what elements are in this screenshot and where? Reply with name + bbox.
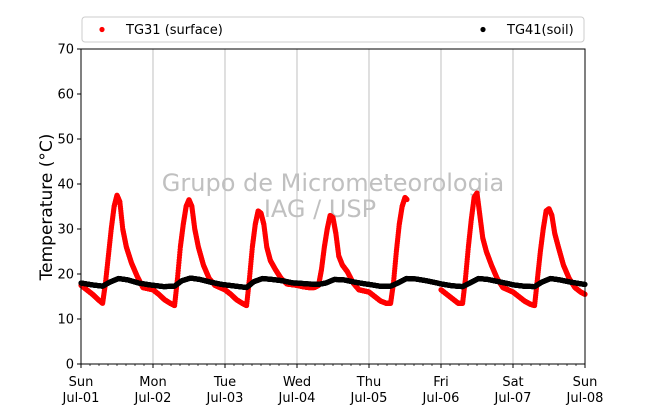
x-tick-date-7: Jul-08 xyxy=(566,391,604,406)
watermark: Grupo de Micrometeorologia IAG / USP xyxy=(162,169,504,223)
y-tick-label-6: 60 xyxy=(57,88,74,103)
series-layer xyxy=(78,190,588,309)
legend: TG31 (surface) TG41(soil) xyxy=(81,16,585,43)
y-tick-label-3: 30 xyxy=(57,223,74,238)
x-tick-day-4: Thu xyxy=(356,375,381,390)
x-tick-date-3: Jul-04 xyxy=(278,391,316,406)
y-tick-label-2: 20 xyxy=(57,268,74,283)
x-tick-date-0: Jul-01 xyxy=(62,391,100,406)
x-tick-day-0: Sun xyxy=(69,375,94,390)
x-tick-day-7: Sun xyxy=(573,375,598,390)
y-tick-label-5: 50 xyxy=(57,133,74,148)
legend-label-tg31: TG31 (surface) xyxy=(125,23,223,38)
legend-label-tg41: TG41(soil) xyxy=(506,23,574,38)
x-tick-date-1: Jul-02 xyxy=(134,391,172,406)
x-tick-day-5: Fri xyxy=(433,375,449,390)
y-tick-label-7: 70 xyxy=(57,43,74,58)
y-tick-label-4: 40 xyxy=(57,178,74,193)
x-tick-day-3: Wed xyxy=(283,375,311,390)
watermark-line-1: Grupo de Micrometeorologia xyxy=(162,169,504,197)
x-tick-date-4: Jul-05 xyxy=(350,391,388,406)
grid-lines xyxy=(152,49,514,364)
x-tick-date-5: Jul-06 xyxy=(422,391,460,406)
x-tick-day-6: Sat xyxy=(502,375,523,390)
series-1 xyxy=(78,275,588,291)
y-tick-label-1: 10 xyxy=(57,313,74,328)
x-tick-date-6: Jul-07 xyxy=(494,391,532,406)
y-axis: 0 10 20 30 40 50 60 70 xyxy=(57,43,81,373)
watermark-line-2: IAG / USP xyxy=(264,195,376,223)
data-point xyxy=(404,196,410,203)
legend-marker-tg31 xyxy=(99,26,105,33)
legend-box xyxy=(81,16,585,43)
y-axis-label: Temperature (°C) xyxy=(37,134,57,282)
y-tick-label-0: 0 xyxy=(66,358,74,373)
x-tick-day-2: Tue xyxy=(213,375,236,390)
x-tick-day-1: Mon xyxy=(139,375,166,390)
x-axis: SunJul-01MonJul-02TueJul-03WedJul-04ThuJ… xyxy=(62,364,604,406)
x-tick-date-2: Jul-03 xyxy=(206,391,244,406)
legend-marker-tg41 xyxy=(480,26,486,33)
